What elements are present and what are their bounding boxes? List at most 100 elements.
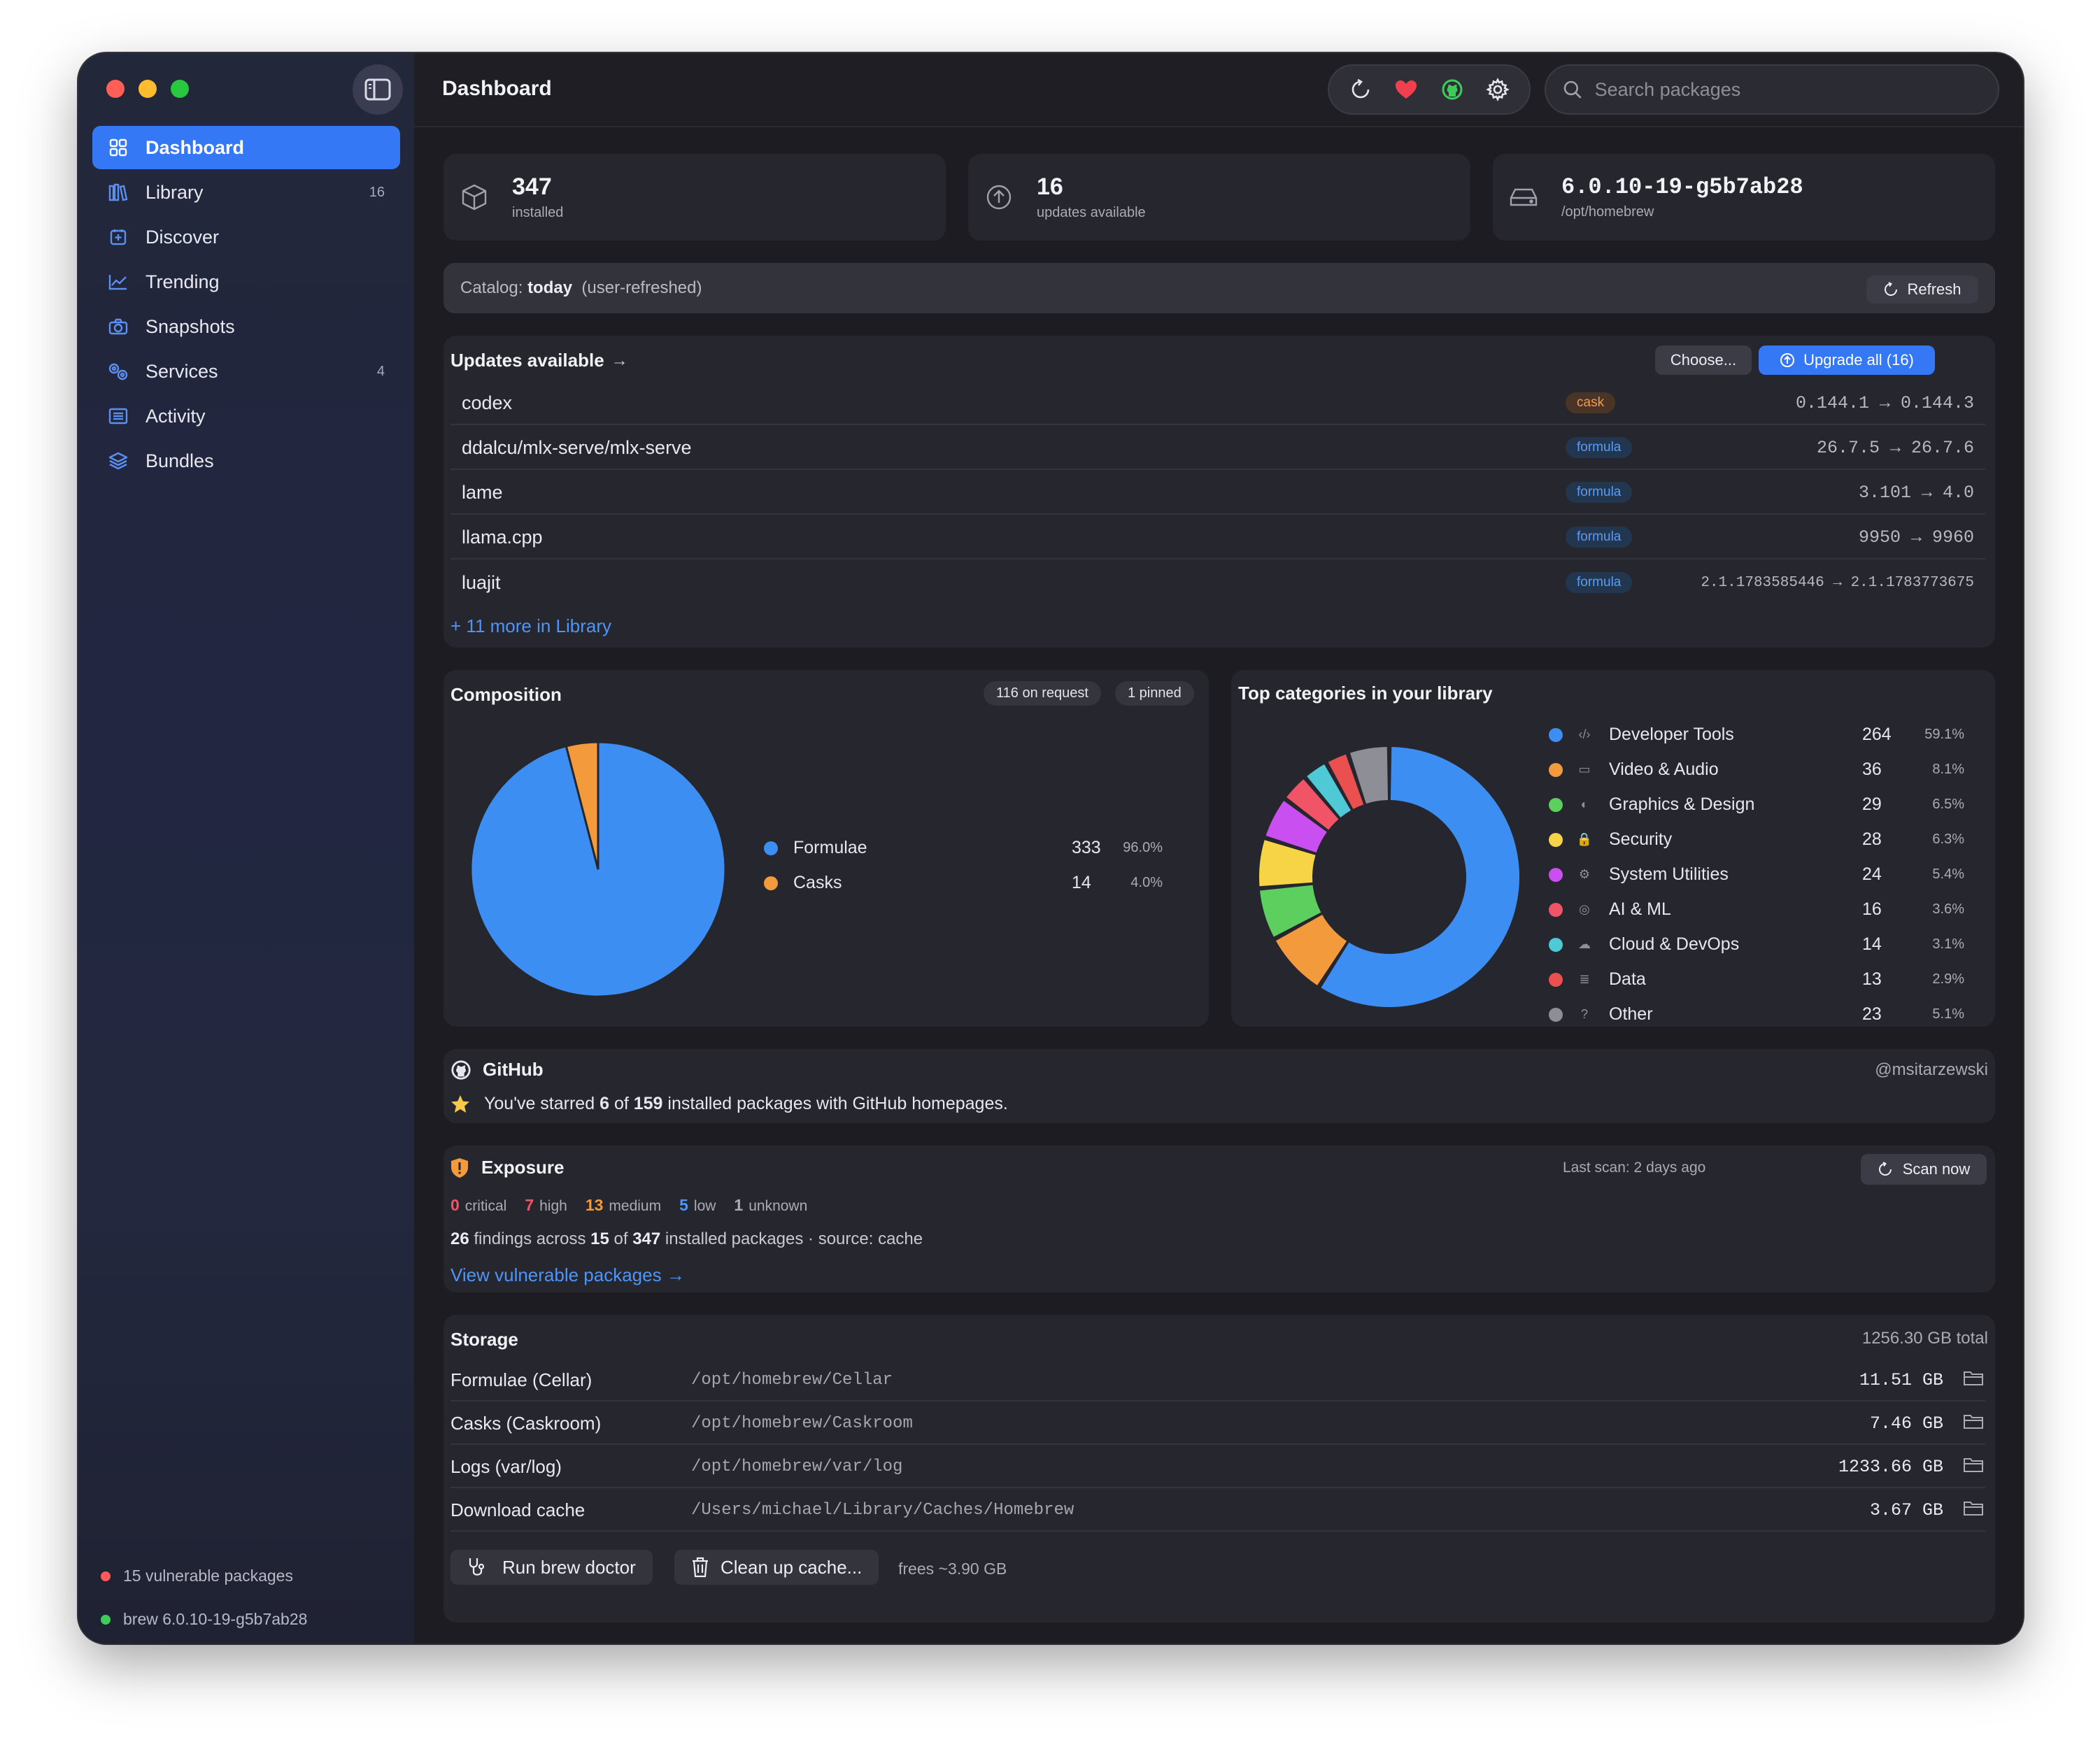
findings-summary: 26 findings across 15 of 347 installed p…: [450, 1229, 923, 1248]
vulnerable-status-text: 15 vulnerable packages: [123, 1567, 293, 1585]
category-legend-item[interactable]: ◐ Graphics & Design 29 6.5%: [1549, 794, 1964, 815]
page-title: Dashboard: [442, 77, 552, 100]
run-brew-doctor-button[interactable]: Run brew doctor: [450, 1550, 653, 1585]
storage-path: /opt/homebrew/Cellar: [691, 1371, 893, 1390]
sidebar-item-activity[interactable]: Activity: [92, 394, 400, 438]
refresh-icon[interactable]: [1347, 76, 1375, 104]
sidebar-item-bundles[interactable]: Bundles: [92, 439, 400, 483]
legend-value: 14: [1072, 873, 1091, 892]
sidebar-item-label: Bundles: [146, 450, 214, 471]
legend-value: 29: [1862, 794, 1882, 814]
category-legend-item[interactable]: ⚙ System Utilities 24 5.4%: [1549, 864, 1964, 885]
github-icon[interactable]: [1438, 76, 1466, 104]
legend-value: 23: [1862, 1004, 1882, 1024]
severity-high: 7 high: [525, 1196, 567, 1214]
minimize-window-button[interactable]: [139, 80, 157, 98]
type-badge: cask: [1566, 392, 1616, 413]
sidebar-item-dashboard[interactable]: Dashboard: [92, 126, 400, 169]
search-bar[interactable]: [1545, 64, 1999, 115]
update-row[interactable]: lame formula 3.101 → 4.0: [450, 471, 1985, 515]
more-in-library-link[interactable]: + 11 more in Library: [450, 615, 612, 636]
storage-label: Download cache: [450, 1499, 586, 1520]
sidebar-item-count: 16: [369, 184, 385, 200]
update-row[interactable]: luajit formula 2.1.1783585446 → 2.1.1783…: [450, 561, 1985, 604]
severity-critical: 0 critical: [450, 1196, 507, 1214]
view-vulnerable-link[interactable]: View vulnerable packages →: [450, 1264, 685, 1285]
update-row[interactable]: ddalcu/mlx-serve/mlx-serve formula 26.7.…: [450, 427, 1985, 470]
update-row[interactable]: llama.cpp formula 9950 → 9960: [450, 516, 1985, 559]
type-badge: formula: [1566, 482, 1633, 503]
scan-now-button[interactable]: Scan now: [1861, 1154, 1987, 1185]
stat-label: /opt/homebrew: [1561, 204, 1654, 220]
storage-path: /opt/homebrew/var/log: [691, 1457, 903, 1476]
github-total: 159: [633, 1094, 663, 1113]
status-dot-green: [101, 1614, 111, 1625]
legend-label: Data: [1609, 969, 1646, 989]
stat-card-updates[interactable]: 16 updates available: [968, 154, 1470, 241]
legend-swatch: [1549, 902, 1563, 917]
updates-card: Updates available → Choose... Upgrade al…: [444, 336, 1995, 648]
books-icon: [108, 182, 129, 203]
frees-text: frees ~3.90 GB: [898, 1560, 1007, 1578]
sidebar-item-snapshots[interactable]: Snapshots: [92, 305, 400, 348]
folder-icon[interactable]: [1963, 1456, 1984, 1478]
storage-path: /opt/homebrew/Caskroom: [691, 1414, 913, 1433]
sidebar-item-label: Activity: [146, 405, 206, 427]
category-legend-item[interactable]: ≣ Data 13 2.9%: [1549, 969, 1964, 990]
starred-prefix: You've starred: [484, 1094, 595, 1113]
heart-icon[interactable]: [1392, 76, 1420, 104]
category-legend-item[interactable]: ▭ Video & Audio 36 8.1%: [1549, 760, 1964, 780]
folder-icon[interactable]: [1963, 1369, 1984, 1391]
donut-segment: [1286, 779, 1339, 830]
folder-icon[interactable]: [1963, 1499, 1984, 1521]
on-request-pill: 116 on request: [984, 681, 1101, 706]
search-input[interactable]: [1594, 78, 1981, 101]
folder-icon[interactable]: [1963, 1413, 1984, 1434]
github-icon: [451, 1060, 471, 1080]
category-legend-item[interactable]: 🔒 Security 28 6.3%: [1549, 829, 1964, 850]
update-row[interactable]: codex cask 0.144.1 → 0.144.3: [450, 382, 1985, 425]
donut-segment: [1265, 801, 1327, 853]
pinned-pill: 1 pinned: [1115, 681, 1194, 706]
sidebar-toggle-button[interactable]: [353, 64, 403, 115]
package-name: codex: [462, 392, 513, 413]
upgrade-all-label: Upgrade all (16): [1803, 351, 1914, 369]
close-window-button[interactable]: [106, 80, 125, 98]
choose-button[interactable]: Choose...: [1655, 345, 1752, 375]
updates-header[interactable]: Updates available →: [450, 350, 628, 371]
sidebar-item-discover[interactable]: Discover: [92, 215, 400, 259]
category-legend-item[interactable]: ◎ AI & ML 16 3.6%: [1549, 899, 1964, 920]
legend-value: 14: [1862, 934, 1882, 954]
category-legend-item[interactable]: ☁ Cloud & DevOps 14 3.1%: [1549, 934, 1964, 955]
upgrade-all-button[interactable]: Upgrade all (16): [1759, 345, 1935, 375]
github-card: GitHub @msitarzewski You've starred 6 of…: [444, 1049, 1995, 1123]
storage-size: 7.46 GB: [1869, 1413, 1943, 1434]
palette-icon: ◐: [1580, 797, 1589, 811]
legend-label: System Utilities: [1609, 864, 1729, 884]
stat-value: 347: [512, 173, 552, 200]
github-username[interactable]: @msitarzewski: [1875, 1060, 1988, 1079]
search-icon: [1563, 80, 1582, 99]
zoom-window-button[interactable]: [171, 80, 189, 98]
refresh-catalog-button[interactable]: Refresh: [1866, 276, 1978, 304]
legend-swatch: [1549, 727, 1563, 742]
package-name: llama.cpp: [462, 526, 543, 548]
category-legend-item[interactable]: ‹/› Developer Tools 264 59.1%: [1549, 725, 1964, 745]
clean-up-cache-button[interactable]: Clean up cache...: [674, 1550, 879, 1585]
gear-icon[interactable]: [1484, 76, 1512, 104]
sidebar-item-trending[interactable]: Trending: [92, 260, 400, 304]
vulnerable-status[interactable]: 15 vulnerable packages: [101, 1567, 293, 1585]
exposure-card: Exposure Last scan: 2 days ago Scan now …: [444, 1146, 1995, 1292]
sidebar-icon: [364, 78, 391, 101]
sidebar-item-label: Snapshots: [146, 315, 235, 337]
sidebar-item-library[interactable]: Library 16: [92, 171, 400, 214]
legend-percent: 5.4%: [1932, 867, 1964, 882]
category-legend-item[interactable]: ? Other 23 5.1%: [1549, 1004, 1964, 1025]
sidebar-item-services[interactable]: Services 4: [92, 350, 400, 393]
stat-label: updates available: [1037, 205, 1146, 220]
version-change: 2.1.1783585446 → 2.1.1783773675: [1701, 574, 1974, 591]
shield-warning-icon: [451, 1157, 468, 1178]
storage-label: Logs (var/log): [450, 1456, 562, 1477]
legend-value: 13: [1862, 969, 1882, 989]
legend-percent: 6.3%: [1932, 832, 1964, 847]
